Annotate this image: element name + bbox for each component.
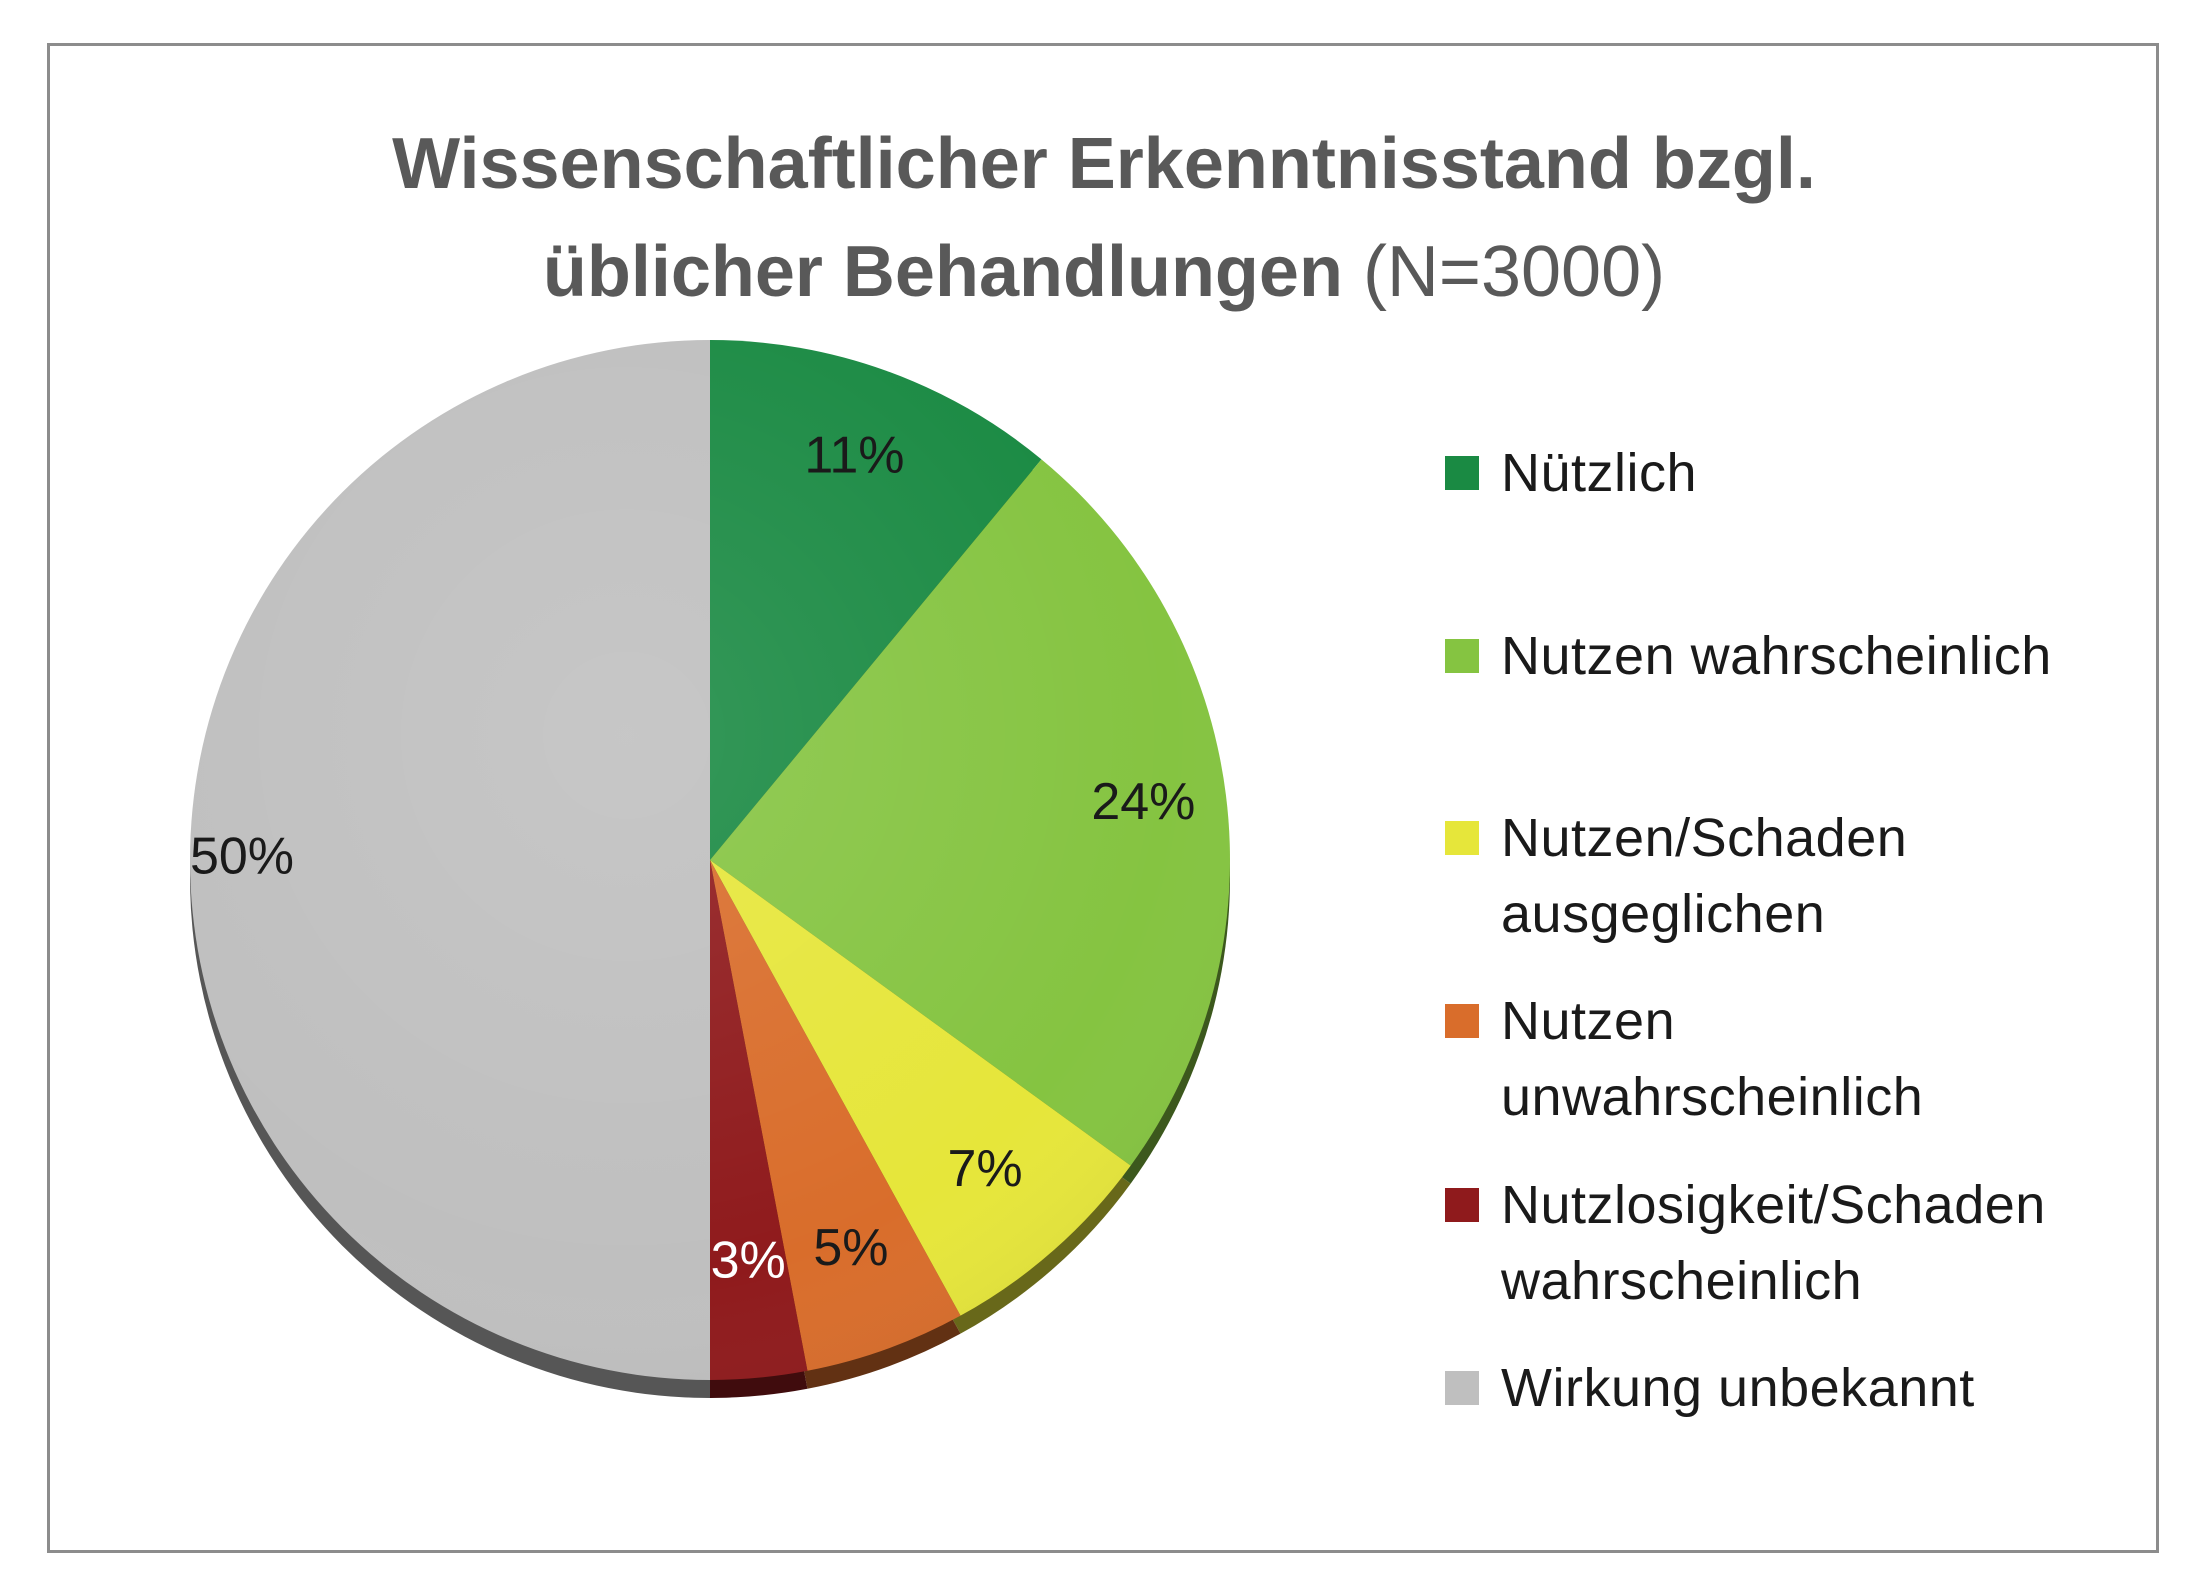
chart-title-sample-size: (N=3000) (1362, 232, 1666, 312)
pie-data-label-nutzlosigkeit-schaden-wahrscheinlich: 3% (711, 1232, 786, 1290)
legend-label-line: Nutzen wahrscheinlich (1501, 626, 2052, 686)
chart-title-line-2-bold: üblicher Behandlungen (542, 232, 1343, 312)
legend-label: Nützlich (1501, 435, 2181, 511)
pie-shading (190, 340, 1230, 1380)
chart-title: Wissenschaftlicher Erkenntnisstand bzgl.… (0, 110, 2208, 326)
pie-data-labels: 11% 24% 7% 5% 3% 50% (190, 427, 1195, 1290)
legend-label-line: ausgeglichen (1501, 884, 1826, 944)
legend-swatch (1445, 1004, 1479, 1038)
legend-label: Wirkung unbekannt (1501, 1350, 2181, 1426)
legend-label-line: Wirkung unbekannt (1501, 1358, 1975, 1418)
legend: Nützlich Nutzen wahrscheinlich Nutzen/Scha… (1445, 0, 2185, 1593)
legend-label: Nutzen wahrscheinlich (1501, 618, 2181, 694)
legend-label: Nutzen/Schaden ausgeglichen (1501, 800, 2181, 952)
chart-title-line-1: Wissenschaftlicher Erkenntnisstand bzgl. (392, 124, 1816, 204)
pie-data-label-nutzen-schaden-ausgeglichen: 7% (948, 1140, 1023, 1198)
pie-data-label-nutzen-unwahrscheinlich: 5% (813, 1219, 888, 1277)
chart-title-line-2: üblicher Behandlungen (N=3000) (0, 218, 2208, 326)
legend-label-line: Nutzlosigkeit/Schaden (1501, 1175, 2046, 1235)
legend-label-line: unwahrscheinlich (1501, 1067, 1924, 1127)
legend-label-line: Nutzen (1501, 991, 1676, 1051)
legend-swatch (1445, 821, 1479, 855)
pie-data-label-nützlich: 11% (804, 427, 904, 485)
pie-data-label-nutzen-wahrscheinlich: 24% (1091, 773, 1195, 831)
legend-label-line: Nutzen/Schaden (1501, 808, 1908, 868)
legend-label-line: wahrscheinlich (1501, 1251, 1863, 1311)
legend-label-line: Nützlich (1501, 443, 1698, 503)
legend-swatch (1445, 1188, 1479, 1222)
legend-swatch (1445, 456, 1479, 490)
legend-swatch (1445, 639, 1479, 673)
legend-label: Nutzlosigkeit/Schaden wahrscheinlich (1501, 1167, 2181, 1319)
legend-label: Nutzen unwahrscheinlich (1501, 983, 2181, 1135)
pie-data-label-wirkung-unbekannt: 50% (190, 828, 294, 886)
legend-swatch (1445, 1371, 1479, 1405)
